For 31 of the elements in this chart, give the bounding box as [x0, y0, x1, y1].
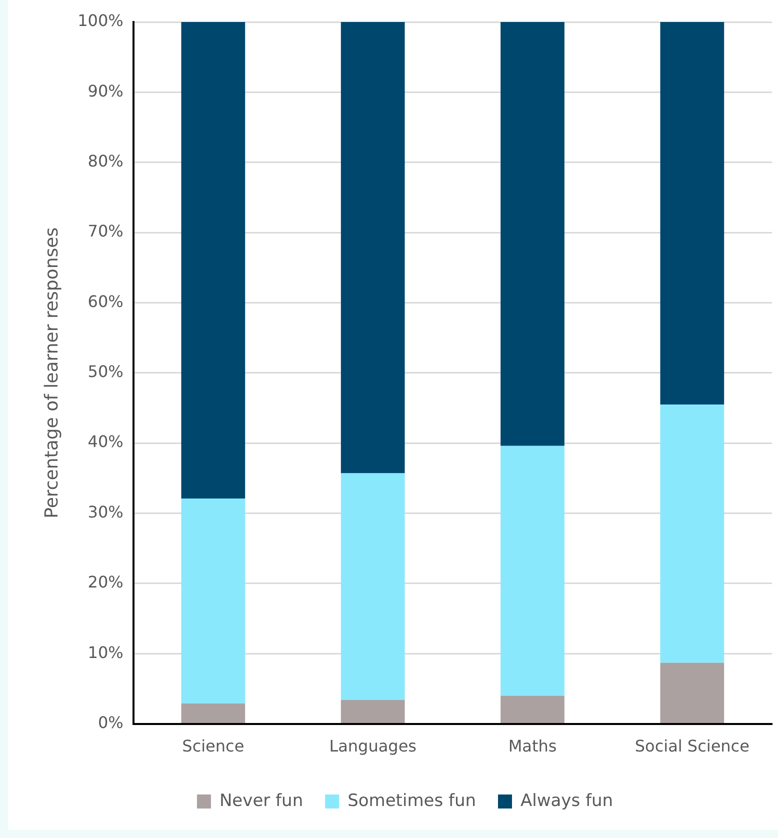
bar	[181, 703, 246, 724]
y-tick-label: 10%	[88, 642, 124, 662]
y-axis-title: Percentage of learner responses	[41, 227, 62, 518]
legend-label: Sometimes fun	[348, 790, 476, 811]
bar	[340, 473, 405, 700]
y-tick-label: 0%	[98, 712, 124, 732]
y-tick-label: 50%	[88, 362, 124, 382]
x-tick-label: Social Science	[634, 736, 750, 756]
bar	[660, 662, 724, 724]
y-tick-label: 30%	[88, 502, 124, 522]
bar	[500, 446, 564, 696]
bar	[181, 22, 246, 499]
y-tick-label: 60%	[88, 292, 124, 311]
x-tick-label: Science	[182, 736, 244, 756]
bar	[660, 404, 724, 663]
y-tick-label: 80%	[88, 152, 124, 171]
x-tick-label: Maths	[508, 736, 557, 756]
y-tick-label: 90%	[88, 81, 124, 100]
y-tick-label: 70%	[88, 222, 124, 241]
x-tick-label: Languages	[329, 736, 416, 756]
y-tick-label: 40%	[88, 432, 124, 452]
y-tick-label: 100%	[78, 11, 124, 30]
bar	[340, 22, 405, 474]
legend-label: Never fun	[219, 790, 304, 811]
bar	[500, 22, 564, 446]
bar	[660, 22, 724, 404]
y-tick-label: 20%	[88, 572, 124, 592]
bar	[340, 700, 405, 724]
bar	[181, 498, 246, 704]
bar	[500, 696, 564, 724]
legend-label: Always fun	[520, 790, 614, 811]
